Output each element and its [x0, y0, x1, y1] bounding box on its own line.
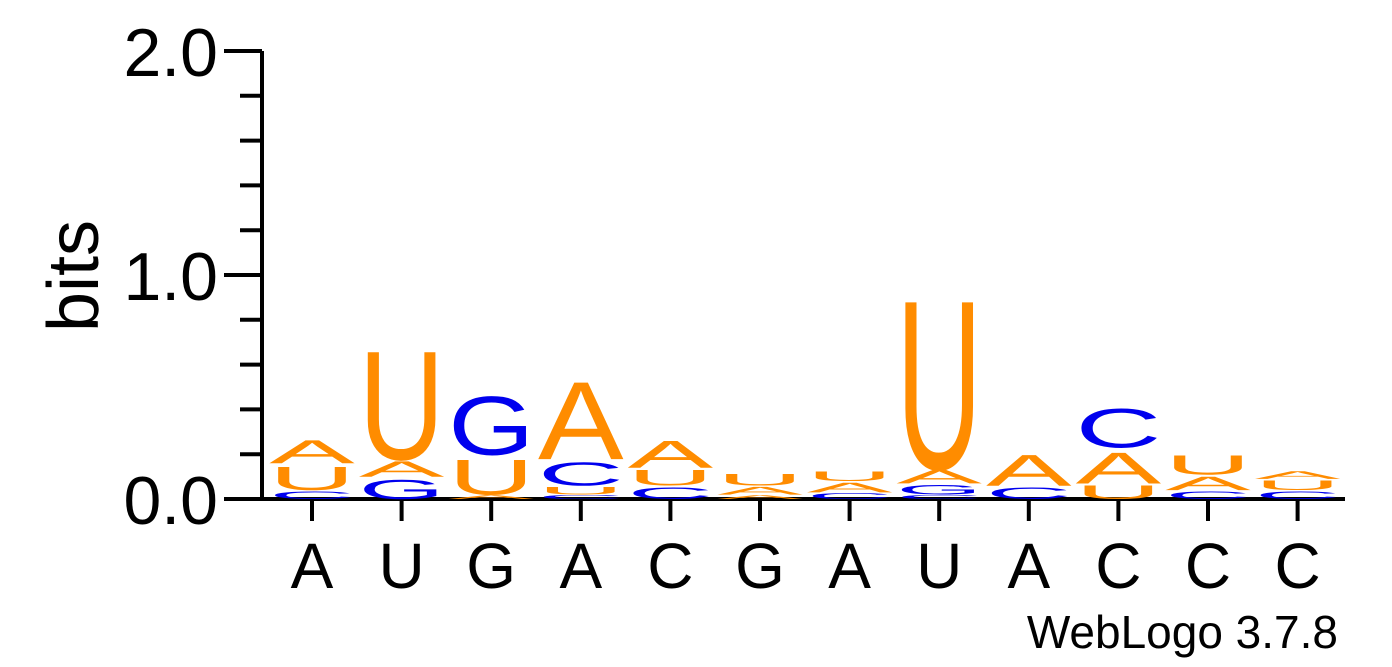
logo-letter-A: A: [1076, 444, 1162, 494]
x-tick-label: A: [559, 530, 602, 602]
logo-letter-G: G: [896, 482, 982, 498]
x-tick-label: C: [1185, 530, 1231, 602]
x-tick-label: C: [1095, 530, 1141, 602]
logo-letter-C: C: [538, 456, 624, 493]
y-tick-label: 0.0: [123, 463, 218, 539]
x-tick-label: C: [647, 530, 693, 602]
logo-letter-U: U: [1255, 477, 1341, 493]
logo-letter-C: C: [807, 492, 893, 501]
logo-letter-U: U: [1075, 482, 1161, 504]
logo-letter-A: A: [359, 457, 445, 482]
logo-letter-A: A: [538, 359, 624, 483]
logo-letter-A: A: [628, 433, 715, 476]
logo-letter-C: C: [986, 484, 1072, 503]
logo-letter-A: A: [448, 494, 534, 500]
x-tick-label: A: [1007, 530, 1050, 602]
x-tick-label: U: [916, 530, 962, 602]
logo-letter-U: U: [807, 469, 893, 485]
logo-letter-U: U: [269, 460, 355, 497]
weblogo-credit: WebLogo 3.7.8: [1027, 606, 1338, 658]
logo-letter-U: U: [1165, 450, 1251, 481]
logo-letter-C: C: [269, 489, 355, 501]
logo-letter-G: G: [359, 474, 445, 505]
logo-letter-C: C: [538, 494, 624, 500]
x-tick-label: G: [735, 530, 785, 602]
x-tick-label: G: [466, 530, 516, 602]
axes: 0.0 1.0 2.0: [123, 15, 1345, 539]
logo-letter-A: A: [986, 446, 1072, 496]
logo-letter-C: C: [1075, 397, 1161, 459]
logo-letter-A: A: [269, 433, 355, 470]
logo-letter-A: A: [717, 494, 803, 500]
logo-letter-C: C: [896, 494, 982, 500]
logo-letter-C: C: [1165, 489, 1251, 501]
logo-letter-U: U: [448, 450, 534, 506]
y-axis-label: bits: [34, 220, 114, 332]
x-tick-label: U: [378, 530, 424, 602]
logo-letter-A: A: [717, 485, 803, 497]
logo-letter-A: A: [1165, 473, 1252, 495]
x-tick-label: C: [1274, 530, 1320, 602]
logo-letter-A: A: [1255, 469, 1341, 481]
logo-letter-G: G: [448, 379, 534, 473]
logo-letter-U: U: [538, 484, 624, 496]
logo-letter-C: C: [627, 484, 713, 503]
logo-letter-U: U: [717, 471, 803, 490]
x-tick-label: A: [828, 530, 871, 602]
logo-letter-C: C: [1255, 489, 1341, 501]
y-tick-label: 2.0: [123, 15, 218, 91]
logo-letter-A: A: [896, 466, 983, 488]
x-tick-label: A: [291, 530, 334, 602]
logo-letter-U: U: [896, 252, 982, 521]
logo-letter-U: U: [627, 466, 713, 491]
y-tick-label: 1.0: [123, 239, 218, 315]
logo-letter-U: U: [359, 320, 445, 493]
logo-letter-A: A: [807, 480, 893, 496]
